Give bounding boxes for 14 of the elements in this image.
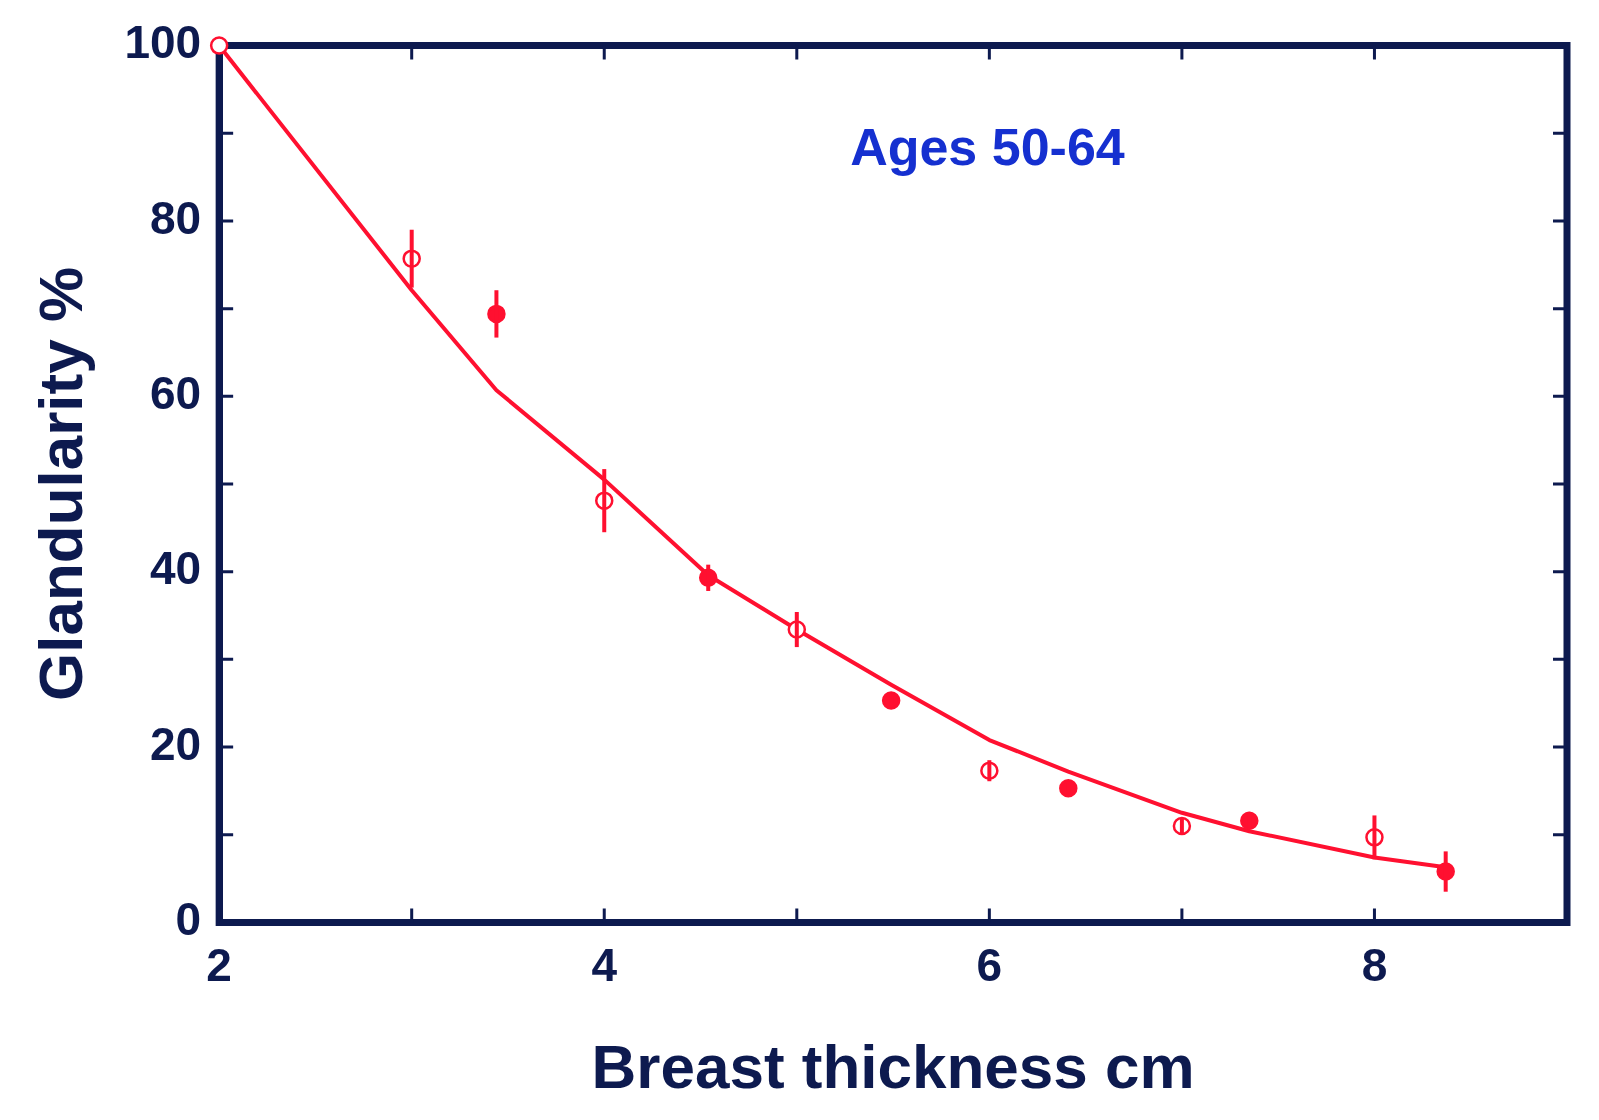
y-tick-label: 100 [124, 16, 202, 69]
x-tick-label: 2 [206, 938, 232, 991]
y-tick-label: 60 [149, 367, 202, 420]
y-tick-label: 20 [149, 717, 202, 770]
y-axis-title: Glandularity % [26, 266, 96, 702]
x-axis-title: Breast thickness cm [591, 1031, 1195, 1101]
annotation: Ages 50-64 [850, 117, 1125, 176]
x-tick-label: 4 [591, 938, 618, 991]
x-tick-label: 6 [976, 938, 1003, 991]
y-tick-label: 40 [149, 542, 202, 595]
x-tick-label: 8 [1361, 938, 1388, 991]
point [209, 36, 229, 55]
y-tick-label: 80 [149, 191, 202, 244]
y-tick-label: 0 [175, 893, 202, 946]
